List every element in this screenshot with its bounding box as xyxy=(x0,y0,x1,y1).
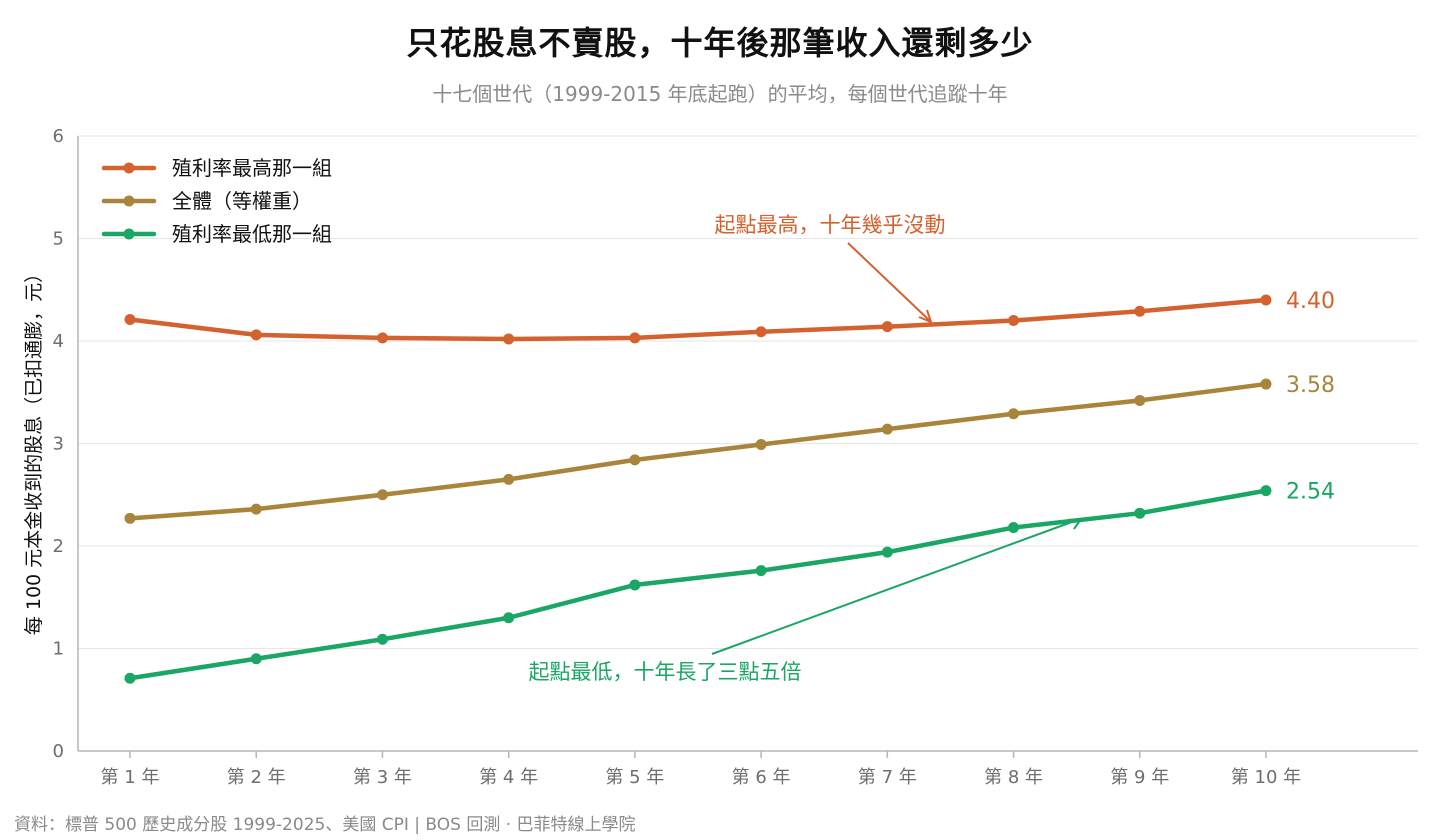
data-point xyxy=(1134,394,1146,406)
x-tick-label: 第 2 年 xyxy=(227,767,286,788)
data-point xyxy=(124,672,136,684)
data-point xyxy=(503,612,515,624)
annotation-arrow xyxy=(847,242,931,322)
series-line xyxy=(127,488,1269,681)
x-tick-label: 第 4 年 xyxy=(479,767,538,788)
y-axis-label: 每 100 元本金收到的股息（已扣通膨，元） xyxy=(23,264,45,635)
legend-label: 殖利率最低那一組 xyxy=(172,222,332,246)
y-tick-label: 0 xyxy=(53,741,64,762)
data-point xyxy=(1260,485,1272,497)
end-value-label: 2.54 xyxy=(1286,480,1335,505)
data-point xyxy=(1008,522,1020,534)
data-point xyxy=(1260,294,1272,306)
y-tick-label: 1 xyxy=(53,639,64,660)
y-tick-label: 5 xyxy=(53,229,64,250)
data-point xyxy=(376,489,388,501)
data-point xyxy=(1260,378,1272,390)
data-point xyxy=(755,439,767,451)
data-point xyxy=(503,473,515,485)
data-point xyxy=(755,326,767,338)
data-point xyxy=(1134,305,1146,317)
data-point xyxy=(1134,507,1146,519)
data-point xyxy=(629,579,641,591)
data-point xyxy=(124,512,136,524)
data-point xyxy=(1008,315,1020,326)
data-point xyxy=(376,633,388,645)
x-tick-label: 第 9 年 xyxy=(1110,767,1169,788)
y-tick-label: 4 xyxy=(53,331,64,352)
x-tick-label: 第 8 年 xyxy=(984,767,1043,788)
legend-marker xyxy=(123,228,135,240)
legend-marker xyxy=(123,195,135,207)
data-point xyxy=(503,333,515,345)
data-point xyxy=(629,332,641,344)
x-tick-label: 第 6 年 xyxy=(732,767,791,788)
chart-subtitle: 十七個世代（1999-2015 年底起跑）的平均，每個世代追蹤十年 xyxy=(432,82,1008,106)
end-value-label: 3.58 xyxy=(1286,373,1335,398)
y-tick-label: 2 xyxy=(53,536,64,557)
data-point xyxy=(1008,408,1020,420)
annotation-text: 起點最高，十年幾乎沒動 xyxy=(715,213,946,237)
data-point xyxy=(250,329,262,341)
x-tick-label: 第 5 年 xyxy=(605,767,664,788)
legend-marker xyxy=(123,162,135,174)
y-tick-label: 3 xyxy=(53,434,64,455)
legend-label: 全體（等權重） xyxy=(172,189,312,213)
x-tick-label: 第 1 年 xyxy=(101,767,160,788)
end-value-label: 4.40 xyxy=(1286,289,1335,314)
data-point xyxy=(629,454,641,466)
data-point xyxy=(250,653,262,665)
x-tick-label: 第 10 年 xyxy=(1231,767,1301,788)
annotation-arrowhead xyxy=(918,309,933,324)
data-point xyxy=(376,332,388,344)
annotation-text: 起點最低，十年長了三點五倍 xyxy=(529,660,802,684)
y-tick-label: 6 xyxy=(53,126,64,147)
x-tick-label: 第 7 年 xyxy=(858,767,917,788)
series-line xyxy=(127,297,1269,342)
data-point xyxy=(755,565,767,577)
legend-label: 殖利率最高那一組 xyxy=(172,156,332,180)
annotation-arrowhead xyxy=(1067,517,1084,530)
annotation-arrow xyxy=(711,518,1081,655)
data-point xyxy=(881,423,893,435)
x-tick-label: 第 3 年 xyxy=(353,767,412,788)
data-point xyxy=(881,321,893,333)
source-note: 資料：標普 500 歷史成分股 1999-2025、美國 CPI | BOS 回… xyxy=(14,815,636,835)
chart-title: 只花股息不賣股，十年後那筆收入還剩多少 xyxy=(406,24,1034,62)
data-point xyxy=(124,313,136,325)
data-point xyxy=(881,546,893,558)
data-point xyxy=(250,503,262,515)
series-line xyxy=(127,381,1269,521)
